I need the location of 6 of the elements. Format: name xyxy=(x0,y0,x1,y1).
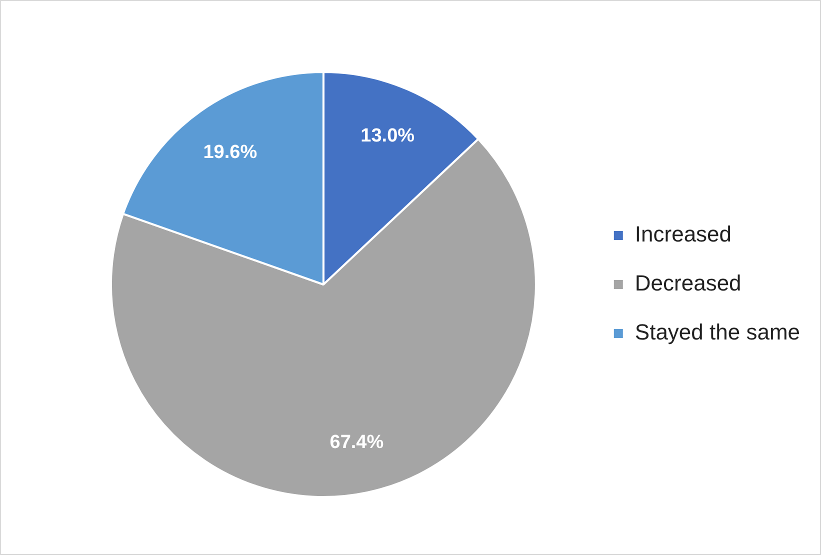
data-label: 67.4% xyxy=(330,432,384,453)
legend-label: Stayed the same xyxy=(634,320,800,345)
legend-label: Decreased xyxy=(634,270,742,296)
data-label: 13.0% xyxy=(360,126,415,147)
data-label: 19.6% xyxy=(203,142,258,163)
legend-label: Increased xyxy=(634,222,732,247)
